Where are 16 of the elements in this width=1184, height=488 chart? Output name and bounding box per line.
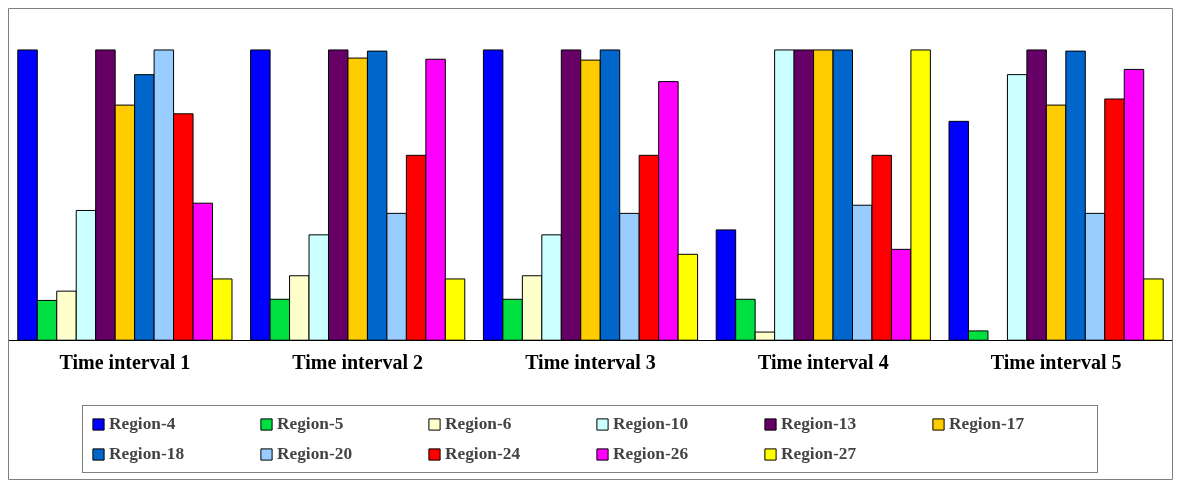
legend-label: Region-26 — [613, 444, 690, 464]
legend-label: Region-13 — [781, 414, 858, 434]
x-tick-label: Time interval 5 — [990, 351, 1122, 374]
x-tick-label: Time interval 1 — [59, 351, 191, 374]
legend-label: Region-10 — [613, 414, 690, 434]
x-tick-label: Time interval 2 — [292, 351, 424, 374]
legend-label: Region-5 — [277, 414, 345, 434]
x-tick-label: Time interval 4 — [757, 351, 889, 374]
legend-label: Region-27 — [781, 444, 858, 464]
legend-label: Region-6 — [445, 414, 513, 434]
legend-label: Region-24 — [445, 444, 522, 464]
legend-label: Region-17 — [949, 414, 1026, 434]
x-tick-label: Time interval 3 — [525, 351, 656, 374]
legend-label: Region-18 — [109, 444, 186, 464]
legend-label: Region-4 — [109, 414, 177, 434]
legend-label: Region-20 — [277, 444, 354, 464]
